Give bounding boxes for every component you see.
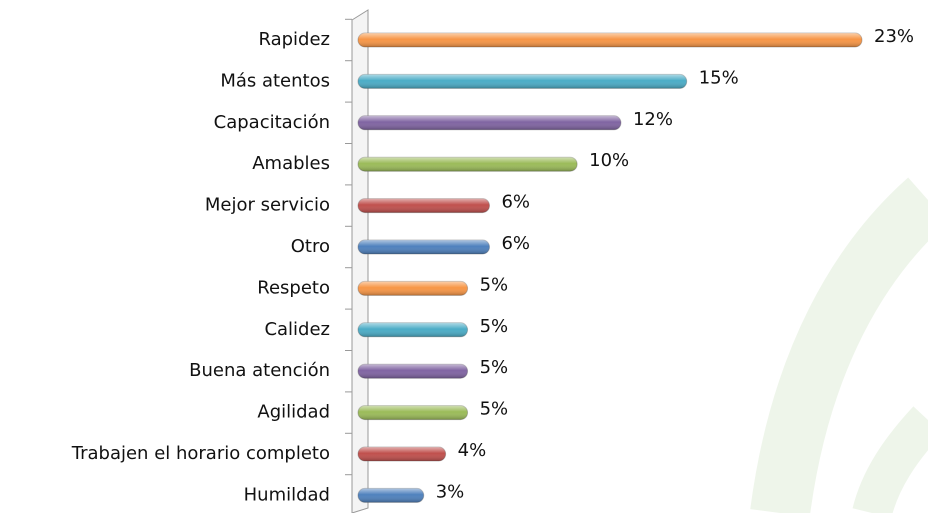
data-label: 3%: [436, 481, 465, 502]
y-tick-label: Mejor servicio: [205, 195, 330, 216]
bar: [357, 322, 469, 338]
y-tick-label: Capacitación: [214, 112, 330, 133]
bar: [357, 239, 490, 255]
y-tick-label: Más atentos: [220, 70, 330, 91]
background-decoration: [750, 177, 928, 513]
data-label: 6%: [501, 192, 530, 213]
bar: [357, 405, 469, 421]
bar-shine: [358, 157, 578, 172]
data-label: 15%: [699, 67, 739, 88]
bar-shine: [358, 281, 468, 296]
bar: [357, 487, 425, 503]
bar-shine: [358, 364, 468, 379]
bar-shine: [358, 240, 490, 254]
data-label: 5%: [480, 274, 509, 295]
bar-shine: [358, 447, 446, 461]
y-tick-label: Agilidad: [257, 402, 330, 423]
y-tick-label: Amables: [252, 153, 330, 174]
data-label: 12%: [633, 109, 673, 130]
data-label: 5%: [480, 357, 509, 378]
bar-shine: [358, 488, 424, 503]
data-label: 10%: [589, 150, 629, 171]
y-tick-label: Buena atención: [189, 360, 330, 381]
bar: [357, 156, 578, 172]
y-tick-label: Respeto: [257, 277, 330, 298]
data-label: 5%: [480, 316, 509, 337]
bar: [357, 73, 688, 89]
y-tick-label: Rapidez: [258, 29, 330, 50]
data-label: 6%: [501, 233, 530, 254]
bar: [357, 363, 469, 379]
bar-shine: [358, 405, 468, 420]
bar: [357, 446, 447, 462]
bar-shine: [358, 198, 490, 213]
data-label: 23%: [874, 26, 914, 47]
bar: [357, 32, 863, 48]
y-tick-label: Humildad: [244, 484, 330, 505]
data-label: 5%: [480, 399, 509, 420]
bar-shine: [358, 115, 621, 130]
bar: [357, 198, 490, 214]
data-label: 4%: [458, 440, 487, 461]
bar: [357, 115, 622, 131]
bar: [357, 280, 469, 296]
bar-shine: [358, 74, 687, 89]
y-tick-label: Trabajen el horario completo: [71, 443, 330, 464]
bar-shine: [358, 322, 468, 337]
bar-shine: [358, 33, 862, 47]
y-tick-label: Calidez: [264, 319, 330, 340]
y-tick-label: Otro: [291, 236, 330, 257]
